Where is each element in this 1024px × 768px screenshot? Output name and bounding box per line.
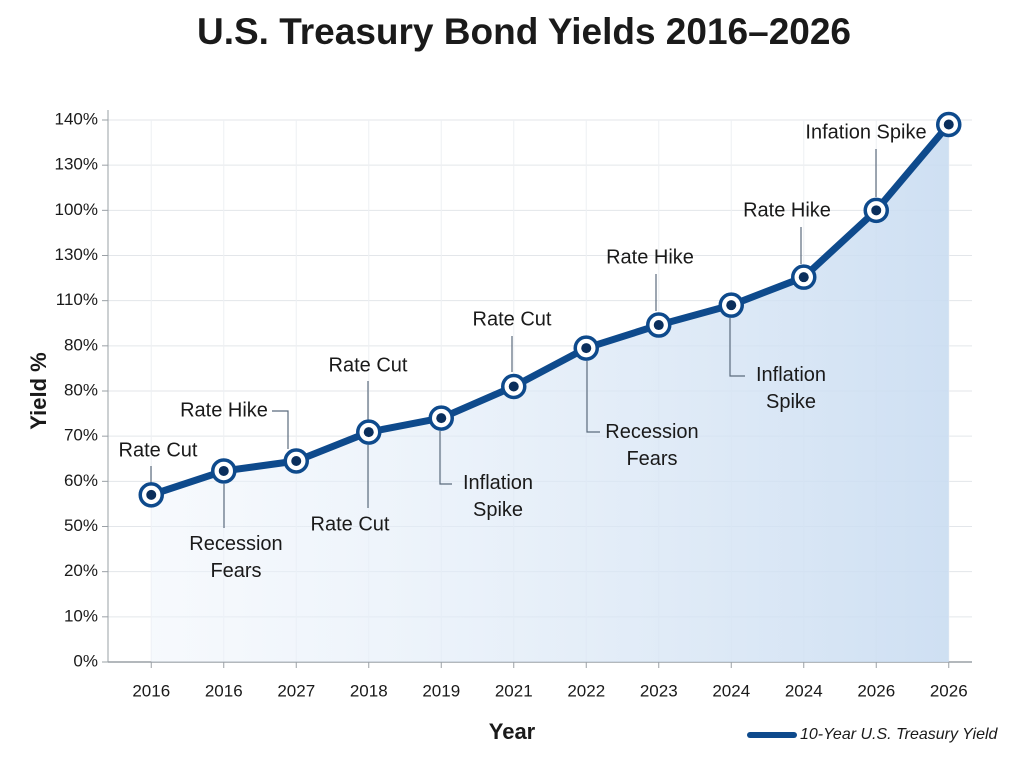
y-axis-label: Yield % [26,352,51,429]
marker-center [798,272,809,283]
area [151,124,949,663]
chart-title: U.S. Treasury Bond Yields 2016–2026 [197,11,851,52]
marker-center [726,300,737,311]
legend-label: 10-Year U.S. Treasury Yield [800,726,999,743]
x-tick-label: 2021 [495,681,533,700]
x-tick-label: 2024 [712,681,750,700]
data-point [283,448,309,474]
annotation: Inflation Spike [462,472,534,521]
y-tick-label: 110% [56,290,98,309]
y-tick-label: 50% [64,516,98,535]
y-tick-label: 10% [64,606,98,625]
y-tick-label: 80% [64,380,98,399]
data-point [356,419,382,445]
marker-center [146,489,157,500]
marker-center [943,119,954,130]
y-tick-label: 20% [64,561,98,580]
annotation: Rate Cut [310,513,390,536]
annotation: Rate Cut [328,354,408,377]
annotation: Rate Hike [606,246,694,269]
annotation: Rate Cut [472,308,552,331]
annotation-connector [729,318,745,377]
x-tick-label: 2024 [785,681,823,700]
data-point [138,482,164,508]
data-point [936,111,962,138]
x-tick-label: 2016 [205,681,243,700]
data-point [211,458,237,484]
y-tick-label: 100% [55,200,98,219]
x-tick-label: 2026 [857,681,895,700]
annotation: Inflation Spike [755,364,827,413]
marker-center [871,205,882,216]
data-point [428,405,454,431]
y-tick-label: 0% [73,651,98,670]
x-tick-label: 2023 [640,681,678,700]
data-point [718,292,744,318]
data-point [646,312,672,338]
x-axis-label: Year [489,719,536,744]
x-tick-label: 2027 [277,681,315,700]
marker-center [363,427,374,438]
x-tick-label: 2016 [132,681,170,700]
y-tick-label: 140% [55,109,98,128]
annotation: Rate Cut [118,439,198,462]
marker-center [436,413,447,424]
marker-center [653,320,664,331]
x-tick-label: 2019 [422,681,460,700]
annotation-connector [272,410,289,449]
x-tick-label: 2026 [930,681,968,700]
annotation: Recession Fears [189,533,283,582]
data-point [863,197,889,224]
marker-center [508,381,519,392]
y-tick-label: 130% [55,155,98,174]
data-point [573,335,599,361]
y-tick-label: 60% [64,471,98,490]
data-point [501,373,527,400]
marker-center [581,343,592,354]
annotation: Infation Spike [805,121,927,144]
y-tick-label: 80% [64,335,98,354]
y-tick-label: 130% [55,245,98,264]
annotation-connector [586,361,600,433]
data-point [791,264,817,290]
x-tick-label: 2018 [350,681,388,700]
y-tick-label: 70% [64,426,98,445]
annotation: Recession Fears [605,421,699,470]
marker-center [218,465,229,476]
annotation: Rate Hike [743,199,831,222]
marker-center [291,456,302,467]
annotation-connector [439,431,452,485]
x-tick-label: 2022 [567,681,605,700]
annotation: Rate Hike [180,399,268,422]
